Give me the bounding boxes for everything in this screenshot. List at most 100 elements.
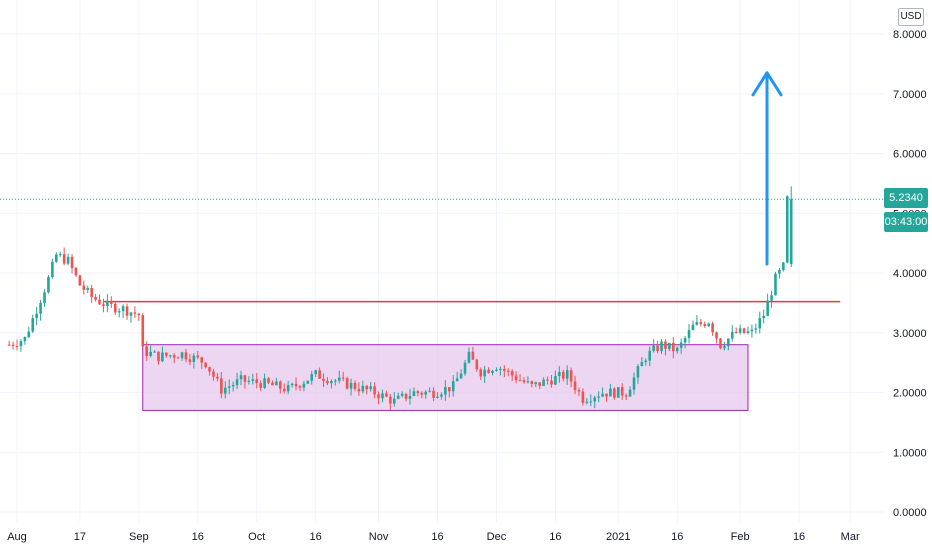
- candle: [392, 392, 396, 407]
- y-tick-label: 0.0000: [893, 507, 927, 519]
- candle: [129, 311, 133, 323]
- candle: [428, 387, 431, 393]
- candle: [298, 384, 302, 392]
- candle: [227, 379, 231, 395]
- candle: [495, 367, 498, 372]
- candle-body: [715, 332, 718, 339]
- candle-body: [196, 355, 200, 358]
- candle: [569, 367, 573, 388]
- candle: [286, 380, 290, 395]
- candle-body: [282, 388, 286, 392]
- candle-body: [7, 344, 11, 346]
- candle: [66, 253, 70, 266]
- candle-body: [188, 359, 192, 362]
- candle: [585, 397, 589, 405]
- x-tick-label: Nov: [369, 531, 389, 543]
- currency-button[interactable]: USD: [898, 8, 924, 26]
- candle-body: [184, 352, 188, 360]
- candle-body: [424, 391, 428, 395]
- candle-body: [168, 355, 172, 357]
- candle: [451, 375, 455, 397]
- candle-body: [176, 357, 180, 359]
- candle-body: [711, 323, 714, 333]
- candle: [279, 380, 282, 394]
- candle-body: [208, 367, 211, 372]
- candle-body: [106, 300, 109, 307]
- candle-body: [286, 385, 290, 392]
- candle-body: [664, 341, 667, 349]
- candle-body: [294, 383, 298, 387]
- candle-body: [98, 299, 101, 305]
- candle: [314, 369, 317, 378]
- x-tick-label: 16: [310, 531, 322, 543]
- candle: [432, 387, 435, 402]
- candle: [282, 383, 286, 394]
- candle-body: [785, 196, 789, 263]
- x-tick-label: 16: [431, 531, 443, 543]
- candle: [70, 254, 74, 274]
- candle: [503, 365, 506, 378]
- x-tick-label: Feb: [731, 531, 750, 543]
- candle: [416, 390, 420, 397]
- candle: [200, 356, 204, 369]
- last-price-tag: 5.2340: [884, 188, 928, 208]
- candle-body: [679, 342, 683, 348]
- candle-body: [330, 381, 333, 384]
- candle-body: [730, 332, 734, 339]
- candle: [259, 380, 262, 392]
- candle-body: [404, 393, 408, 399]
- candle-body: [259, 383, 262, 388]
- candle: [247, 376, 251, 385]
- candle-body: [145, 346, 148, 356]
- candle-body: [675, 347, 679, 352]
- candle-body: [345, 378, 349, 389]
- candle-body: [247, 380, 251, 382]
- candle: [601, 387, 604, 398]
- candle-body: [361, 385, 365, 392]
- candle: [715, 331, 718, 344]
- candle-body: [318, 370, 321, 379]
- candle: [239, 370, 243, 386]
- candle-body: [82, 285, 86, 290]
- candle: [640, 356, 644, 367]
- candle-body: [609, 388, 612, 397]
- candle: [652, 339, 655, 353]
- x-tick-label: Dec: [487, 531, 507, 543]
- candle: [326, 377, 329, 386]
- candle-body: [518, 380, 522, 382]
- x-tick-label: Oct: [248, 531, 265, 543]
- x-tick-label: 16: [549, 531, 561, 543]
- candle: [334, 378, 337, 386]
- candle: [679, 338, 683, 354]
- candle-body: [129, 312, 133, 316]
- candle-body: [581, 391, 585, 403]
- candle: [719, 337, 722, 350]
- candle-body: [389, 396, 392, 404]
- candle: [538, 382, 541, 390]
- candle-body: [412, 391, 416, 396]
- candle-body: [400, 393, 404, 396]
- candle-body: [381, 393, 384, 399]
- y-tick-label: 4.0000: [893, 268, 927, 280]
- candle-body: [416, 391, 420, 393]
- price-axis: 0.00001.00002.00003.00004.00005.00006.00…: [893, 29, 927, 519]
- candle: [55, 252, 58, 263]
- candle: [723, 341, 726, 351]
- candle-body: [495, 369, 498, 371]
- candle-body: [463, 362, 467, 374]
- candle-body: [243, 375, 247, 382]
- candle-body: [455, 378, 459, 382]
- candle: [94, 293, 97, 302]
- candle: [43, 289, 46, 307]
- candle-body: [483, 369, 486, 377]
- candle: [310, 370, 314, 385]
- candle-body: [699, 322, 703, 325]
- candle-body: [644, 360, 648, 363]
- candle-body: [31, 318, 35, 332]
- y-tick-label: 2.0000: [893, 388, 927, 400]
- candle: [385, 390, 388, 398]
- candle: [711, 321, 714, 336]
- candle: [542, 377, 545, 387]
- candle-body: [90, 288, 93, 297]
